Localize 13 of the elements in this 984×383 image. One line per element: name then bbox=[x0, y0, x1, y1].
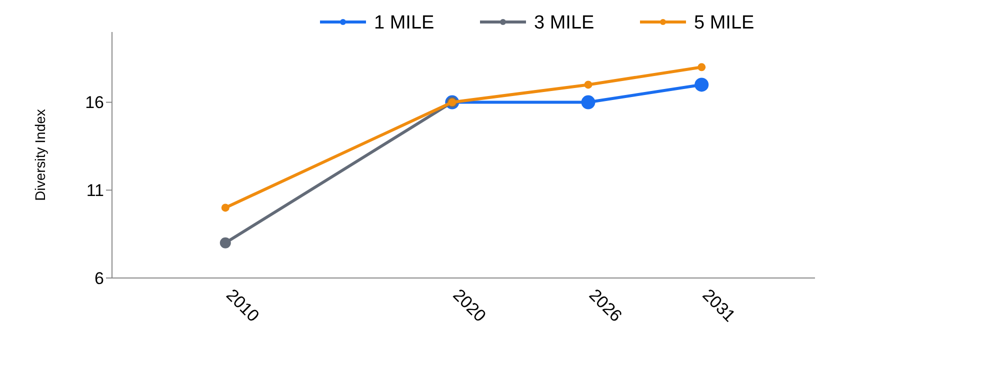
point bbox=[698, 63, 706, 72]
legend-label: 5 MILE bbox=[694, 12, 754, 34]
point bbox=[581, 95, 596, 110]
point bbox=[220, 237, 231, 248]
legend-label: 3 MILE bbox=[534, 12, 594, 34]
y-tick-label: 16 bbox=[85, 93, 104, 112]
point bbox=[221, 204, 230, 212]
y-tick-label: 6 bbox=[94, 268, 104, 288]
point bbox=[584, 80, 592, 89]
point bbox=[694, 78, 709, 92]
legend-label: 1 MILE bbox=[374, 12, 434, 34]
y-axis-title: Diversity Index bbox=[32, 109, 48, 201]
y-tick-label: 11 bbox=[86, 181, 104, 200]
